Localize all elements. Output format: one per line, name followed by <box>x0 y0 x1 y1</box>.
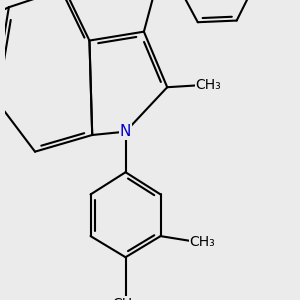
Text: CH₃: CH₃ <box>190 235 215 249</box>
Text: CH₃: CH₃ <box>196 78 221 92</box>
Text: N: N <box>120 124 131 139</box>
Text: CH₃: CH₃ <box>113 297 138 300</box>
